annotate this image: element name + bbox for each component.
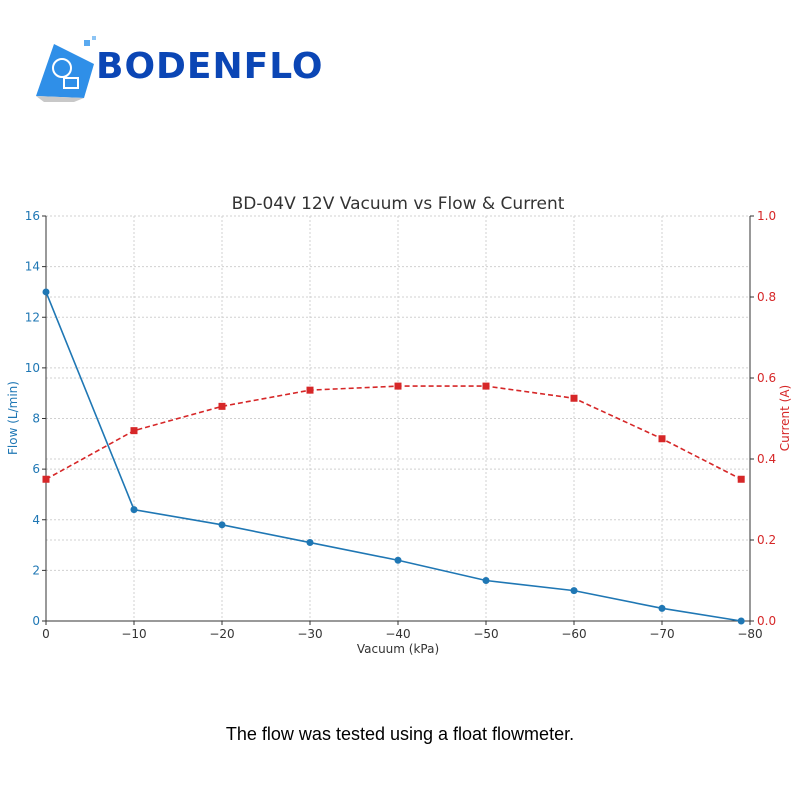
logo-text: BODENFLO <box>96 46 324 87</box>
x-axis-label: Vacuum (kPa) <box>357 642 439 656</box>
caption: The flow was tested using a float flowme… <box>225 724 575 744</box>
series <box>42 288 745 625</box>
y-tick-label: 0 <box>32 614 40 628</box>
flow-point <box>394 556 402 564</box>
x-tick-label: −60 <box>561 627 586 641</box>
y2-tick-label: 0.4 <box>757 452 776 466</box>
y2-tick-label: 0.6 <box>757 371 776 385</box>
flow-point <box>737 617 745 625</box>
y-tick-label: 6 <box>32 462 40 476</box>
y-tick-label: 8 <box>32 412 40 426</box>
y-tick-label: 4 <box>32 513 40 527</box>
y-tick-label: 12 <box>25 310 40 324</box>
x-tick-label: −50 <box>473 627 498 641</box>
x-tick-label: −30 <box>297 627 322 641</box>
flow-point <box>570 587 578 595</box>
flow-point <box>218 521 226 529</box>
flow-point <box>658 604 666 612</box>
y2-tick-label: 1.0 <box>757 209 776 223</box>
current-point <box>42 475 50 483</box>
current-point <box>482 382 490 390</box>
y-tick-label: 14 <box>25 260 40 274</box>
y-tick-label: 16 <box>25 209 40 223</box>
logo-mark-icon <box>36 36 96 102</box>
y2-tick-label: 0.8 <box>757 290 776 304</box>
y-axis-label: Flow (L/min) <box>6 381 20 455</box>
flow-point <box>306 539 314 547</box>
x-tick-label: −20 <box>209 627 234 641</box>
current-point <box>218 402 226 410</box>
x-tick-label: −70 <box>649 627 674 641</box>
y2-axis-label: Current (A) <box>778 385 792 451</box>
y2-tick-label: 0.2 <box>757 533 776 547</box>
x-tick-label: −40 <box>385 627 410 641</box>
y2-tick-label: 0.0 <box>757 614 776 628</box>
x-tick-label: 0 <box>42 627 50 641</box>
y-tick-label: 10 <box>25 361 40 375</box>
current-point <box>306 386 314 394</box>
current-point <box>737 475 745 483</box>
chart-title: BD-04V 12V Vacuum vs Flow & Current <box>232 194 565 214</box>
current-point <box>394 382 402 390</box>
flow-point <box>130 506 138 514</box>
flow-point <box>482 577 490 584</box>
current-point <box>570 394 578 402</box>
x-tick-label: −80 <box>737 627 762 641</box>
current-point <box>130 427 138 435</box>
current-line <box>45 385 742 480</box>
x-tick-label: −10 <box>121 627 146 641</box>
y-tick-label: 2 <box>32 563 40 577</box>
axes: 0 −10 −20 −30 −40 −50 −60 −70 −80 0 2 4 6 8 10 12 14 16 0.… <box>25 209 776 641</box>
flow-line <box>45 291 742 622</box>
flow-point <box>42 288 50 296</box>
bodenflo-logo: BODENFLO <box>34 36 323 102</box>
current-point <box>658 435 666 443</box>
